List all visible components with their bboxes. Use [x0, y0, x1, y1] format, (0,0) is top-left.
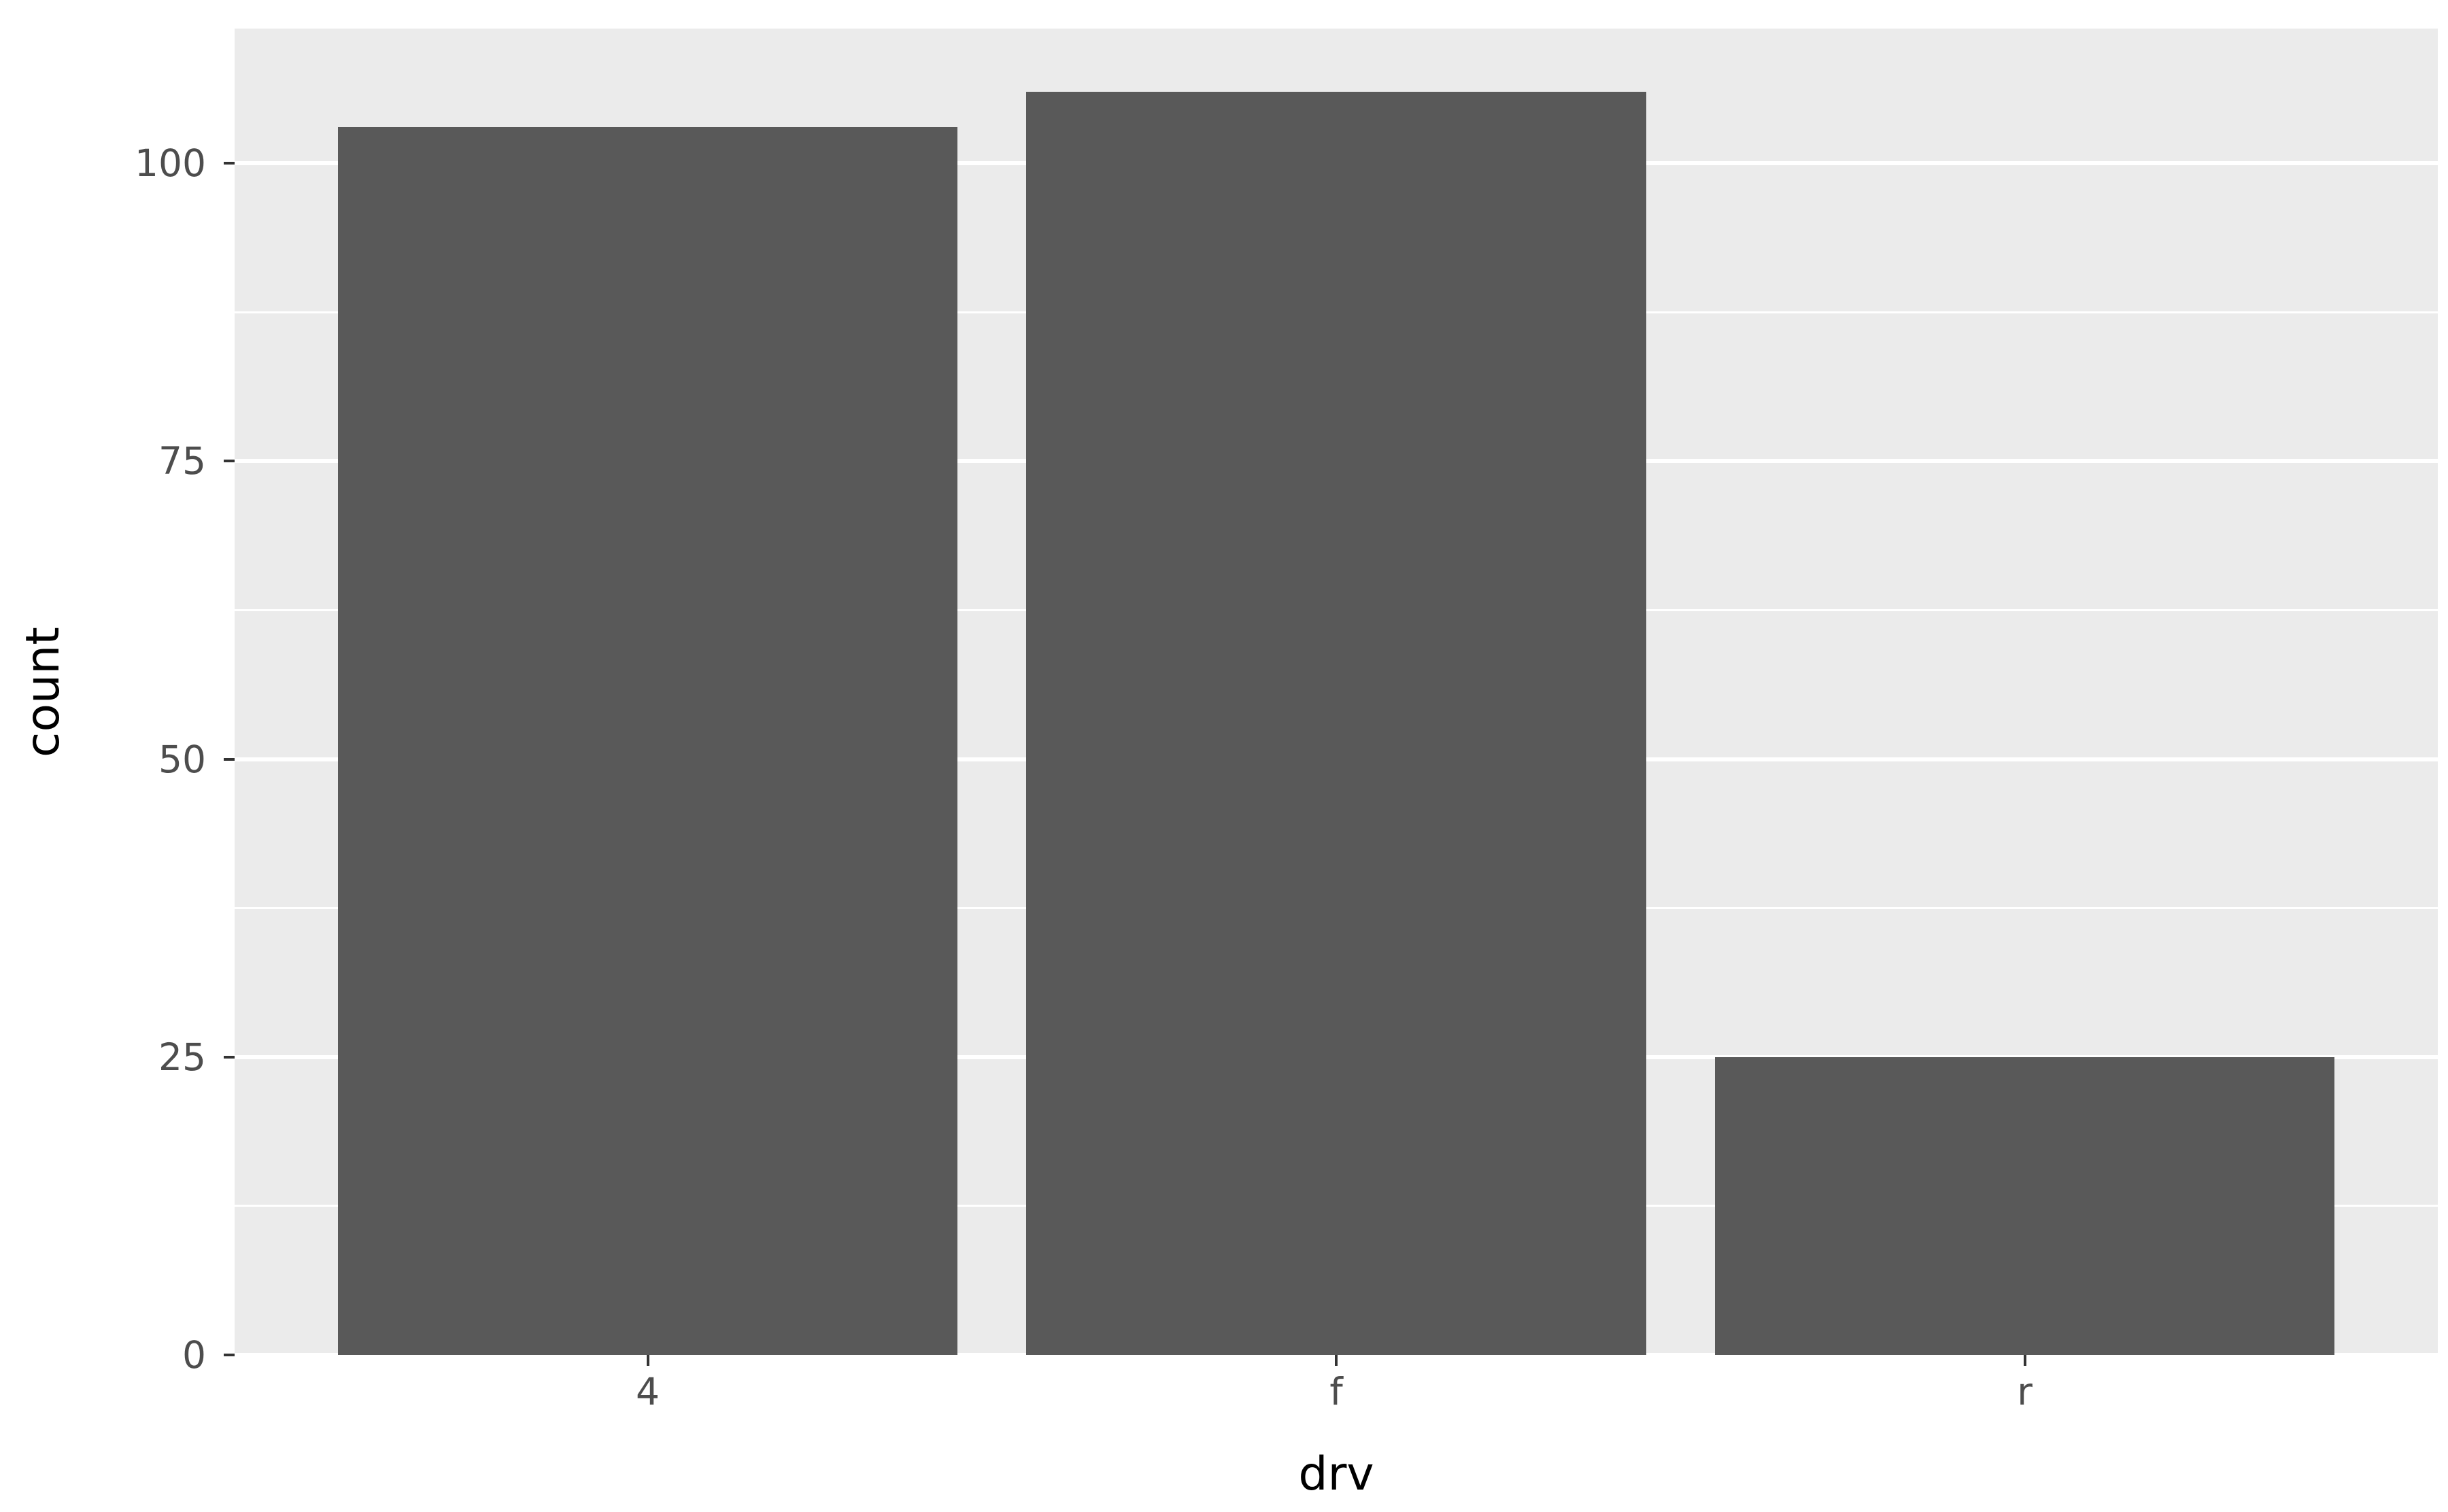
- x-tick-mark: [2023, 1355, 2026, 1366]
- y-tick-mark: [224, 757, 235, 761]
- y-tick-mark: [224, 162, 235, 165]
- x-tick-label: 4: [636, 1370, 660, 1413]
- bar-r: [1714, 1056, 2335, 1355]
- x-axis-title: drv: [1298, 1447, 1374, 1501]
- y-tick-label: 75: [158, 439, 206, 483]
- y-tick-mark: [224, 1354, 235, 1356]
- bar-f: [1026, 91, 1646, 1355]
- x-tick-label: r: [2017, 1370, 2033, 1413]
- y-tick-label: 0: [182, 1333, 206, 1377]
- x-tick-mark: [1335, 1355, 1338, 1366]
- plot-panel: [235, 29, 2438, 1355]
- x-tick-mark: [646, 1355, 649, 1366]
- bar-4: [337, 127, 958, 1355]
- y-tick-mark: [224, 1055, 235, 1059]
- y-tick-mark: [224, 460, 235, 463]
- x-tick-label: f: [1329, 1370, 1343, 1413]
- y-tick-label: 100: [135, 141, 206, 186]
- y-axis-title: count: [16, 626, 70, 757]
- y-tick-label: 50: [158, 737, 206, 781]
- y-tick-label: 25: [158, 1035, 206, 1079]
